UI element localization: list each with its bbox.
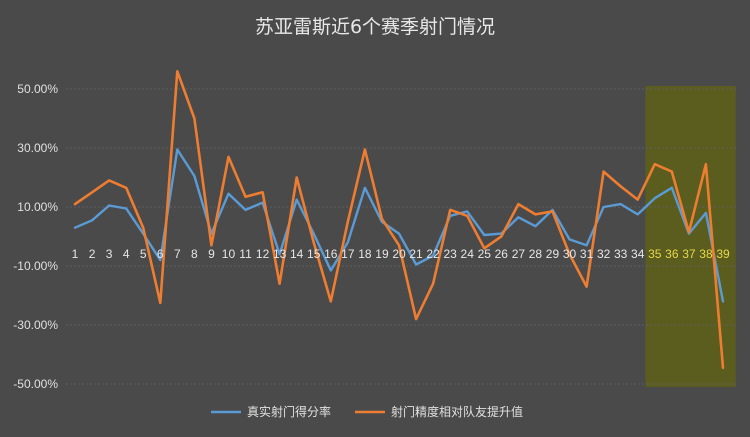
x-tick-label: 5 (140, 247, 147, 261)
y-tick-label: -50.00% (13, 377, 58, 391)
x-tick-label: 3 (106, 247, 113, 261)
x-tick-label: 7 (174, 247, 181, 261)
x-tick-label: 12 (256, 247, 270, 261)
x-tick-label: 1 (72, 247, 79, 261)
x-tick-label: 22 (426, 247, 440, 261)
x-tick-label: 24 (461, 247, 475, 261)
x-tick-label: 15 (307, 247, 321, 261)
x-tick-label: 31 (580, 247, 594, 261)
x-tick-label: 9 (208, 247, 215, 261)
x-tick-label: 38 (699, 247, 713, 261)
x-tick-label: 28 (529, 247, 543, 261)
x-tick-label: 11 (239, 247, 252, 261)
y-tick-label: 10.00% (17, 200, 58, 214)
x-tick-label: 30 (563, 247, 577, 261)
x-tick-label: 14 (290, 247, 304, 261)
x-tick-label: 6 (157, 247, 164, 261)
x-tick-label: 16 (324, 247, 338, 261)
y-tick-label: 30.00% (17, 141, 58, 155)
x-tick-label: 36 (665, 247, 679, 261)
y-tick-label: -10.00% (13, 259, 58, 273)
x-tick-label: 8 (191, 247, 198, 261)
x-tick-label: 37 (682, 247, 696, 261)
x-tick-label: 23 (443, 247, 457, 261)
series-line-2 (73, 70, 725, 370)
highlight-band (645, 86, 736, 387)
x-tick-label: 25 (478, 247, 492, 261)
x-tick-label: 13 (273, 247, 287, 261)
chart-title: 苏亚雷斯近6个赛季射门情况 (255, 16, 495, 38)
x-tick-label: 19 (375, 247, 389, 261)
x-tick-label: 4 (123, 247, 130, 261)
x-tick-label: 34 (631, 247, 645, 261)
x-tick-label: 26 (495, 247, 509, 261)
y-tick-label: -30.00% (13, 318, 58, 332)
x-tick-label: 18 (358, 247, 372, 261)
series-line-1 (73, 148, 725, 303)
legend-label-2: 射门精度相对队友提升值 (391, 404, 523, 419)
x-tick-label: 21 (409, 247, 423, 261)
x-tick-label: 35 (648, 247, 662, 261)
x-tick-label: 32 (597, 247, 611, 261)
y-tick-label: 50.00% (17, 82, 58, 96)
x-tick-label: 39 (716, 247, 730, 261)
x-tick-label: 27 (512, 247, 526, 261)
x-tick-label: 20 (392, 247, 406, 261)
x-tick-label: 10 (222, 247, 236, 261)
x-tick-label: 2 (89, 247, 96, 261)
x-tick-label: 33 (614, 247, 628, 261)
x-tick-label: 17 (341, 247, 355, 261)
legend-label-1: 真实射门得分率 (247, 404, 331, 419)
x-tick-label: 29 (546, 247, 560, 261)
